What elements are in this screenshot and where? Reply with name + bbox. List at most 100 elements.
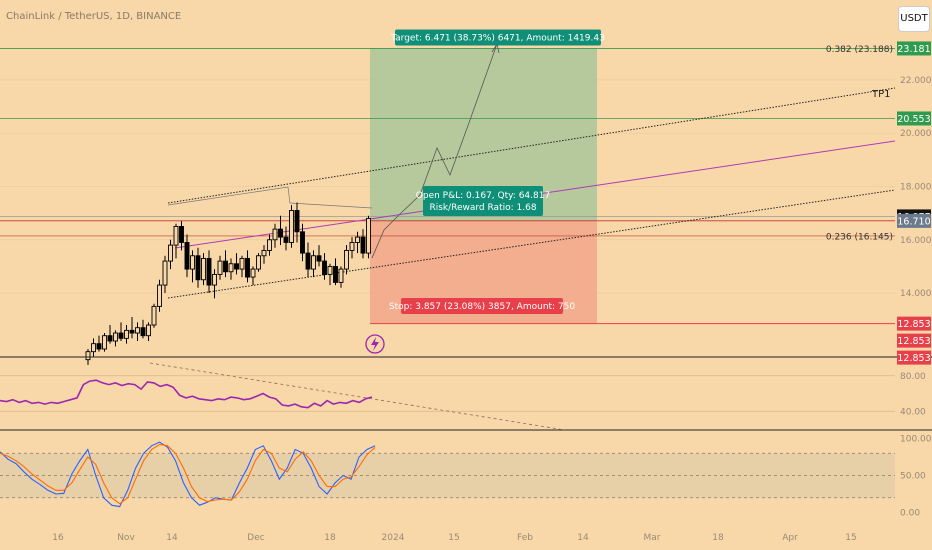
badge-stop-3 bbox=[897, 350, 931, 365]
annotation-labels: Target: 6.471 (38.73%) 6471, Amount: 141… bbox=[389, 29, 893, 314]
price-axis: 14.000 16.000 18.000 20.000 22.000 40.00 80.00… bbox=[900, 76, 932, 519]
candle-body bbox=[195, 255, 201, 281]
badge-target bbox=[897, 41, 931, 56]
badge-entry bbox=[897, 213, 931, 228]
time-tick-label: 18 bbox=[712, 533, 724, 543]
time-tick-label: 15 bbox=[448, 533, 459, 543]
candle-body bbox=[96, 343, 102, 350]
pnl-line-1: Open P&L: 0.167, Qty: 64.817 bbox=[416, 191, 550, 201]
badge-tp1 bbox=[897, 111, 931, 126]
stoch-pane bbox=[0, 441, 895, 508]
candle-body bbox=[316, 255, 322, 262]
time-axis: 16 Nov 14 Dec 18 2024 15 Feb 14 Mar 18 Apr 15 bbox=[52, 533, 856, 543]
rsi-tick-label: 80.00 bbox=[900, 372, 926, 382]
candle-body bbox=[124, 329, 129, 339]
channel-upper bbox=[167, 87, 896, 204]
time-tick-label: Mar bbox=[644, 533, 661, 543]
stoch-tick-label: 0.00 bbox=[900, 509, 920, 519]
rsi-trendline bbox=[149, 362, 566, 431]
candle-body bbox=[278, 228, 283, 238]
candle-body bbox=[366, 218, 371, 254]
stop-label: Stop: 3.857 (23.08%) 3857, Amount: 750 bbox=[389, 302, 576, 312]
candle-body bbox=[311, 255, 316, 270]
price-tick-label: 20.000 bbox=[900, 129, 932, 139]
candle-body bbox=[91, 343, 96, 353]
target-label: Target: 6.471 (38.73%) 6471, Amount: 141… bbox=[390, 33, 605, 43]
currency-button[interactable]: USDT bbox=[898, 6, 930, 32]
candle-body bbox=[360, 236, 366, 254]
badge-tp1-label: 20.553 bbox=[897, 114, 930, 125]
time-tick-label: 14 bbox=[166, 533, 178, 543]
symbol-title: ChainLink / TetherUS, 1D, BINANCE bbox=[6, 11, 181, 22]
candle-body bbox=[228, 263, 234, 273]
candle-body bbox=[118, 332, 124, 339]
candle-body bbox=[272, 228, 278, 241]
candle-body bbox=[129, 329, 135, 334]
candle-body bbox=[283, 236, 289, 243]
candle-body bbox=[157, 284, 162, 307]
badge-stop-1-label: 12.853 bbox=[897, 319, 930, 330]
candle-body bbox=[151, 305, 157, 326]
badge-stop-2-label: 12.853 bbox=[897, 336, 930, 347]
badge-stop-3-label: 12.853 bbox=[897, 353, 930, 364]
candle-body bbox=[217, 260, 223, 275]
price-tick-label: 22.000 bbox=[900, 76, 932, 86]
candle-body bbox=[201, 257, 206, 281]
price-tick-label: 18.000 bbox=[900, 182, 932, 192]
projection-line bbox=[371, 43, 498, 259]
price-tick-label: 14.000 bbox=[900, 289, 932, 299]
candle-body bbox=[256, 255, 261, 270]
candle-body bbox=[85, 351, 91, 361]
stoch-tick-label: 50.00 bbox=[900, 472, 926, 482]
candle-body bbox=[267, 239, 272, 251]
candle-body bbox=[234, 263, 239, 270]
lightning-icon[interactable] bbox=[365, 334, 385, 354]
candle-body bbox=[168, 244, 173, 262]
candle-body bbox=[140, 327, 146, 337]
candlestick-series bbox=[85, 202, 371, 365]
candle-body bbox=[333, 265, 338, 283]
tp1-label: TP1 bbox=[871, 89, 891, 100]
candle-body bbox=[179, 226, 184, 243]
candle-body bbox=[107, 335, 113, 342]
target-label-box bbox=[395, 29, 601, 46]
candle-body bbox=[322, 260, 327, 275]
time-tick-label: Dec bbox=[247, 533, 264, 543]
pnl-label-box bbox=[423, 186, 543, 216]
candle-body bbox=[289, 210, 294, 243]
badge-target-label: 23.181 bbox=[897, 44, 930, 55]
candle-body bbox=[184, 241, 190, 270]
rsi-pane bbox=[0, 362, 895, 431]
candle-body bbox=[239, 257, 245, 270]
badge-stop-1 bbox=[897, 316, 931, 331]
candle-body bbox=[135, 327, 140, 334]
candle-body bbox=[102, 335, 107, 350]
time-tick-label: 16 bbox=[52, 533, 64, 543]
candle-body bbox=[113, 332, 118, 342]
candle-body bbox=[146, 324, 151, 337]
candle-body bbox=[338, 268, 344, 283]
time-tick-label: Nov bbox=[117, 533, 135, 543]
rsi-line bbox=[0, 379, 373, 409]
stoch-tick-label: 100.00 bbox=[900, 434, 932, 444]
badge-stop-2 bbox=[897, 333, 931, 348]
candle-body bbox=[190, 255, 195, 270]
channel-lower bbox=[167, 189, 896, 299]
candle-body bbox=[261, 249, 267, 257]
candle-body bbox=[212, 273, 217, 286]
range-box bbox=[167, 186, 373, 209]
rsi-tick-label: 40.00 bbox=[900, 407, 926, 417]
price-badges: 23.18120.55316.87716.71012.85312.85312.8… bbox=[897, 41, 931, 365]
time-tick-label: 18 bbox=[324, 533, 336, 543]
candle-body bbox=[300, 231, 305, 254]
candle-body bbox=[305, 252, 311, 270]
time-tick-label: 15 bbox=[845, 533, 856, 543]
candle-body bbox=[327, 265, 333, 275]
candle-body bbox=[250, 268, 256, 278]
stoch-line-d bbox=[0, 443, 376, 505]
candle-body bbox=[162, 260, 168, 286]
candle-body bbox=[294, 210, 300, 233]
fib-236-label: 0.236 (16.145) bbox=[826, 232, 893, 242]
